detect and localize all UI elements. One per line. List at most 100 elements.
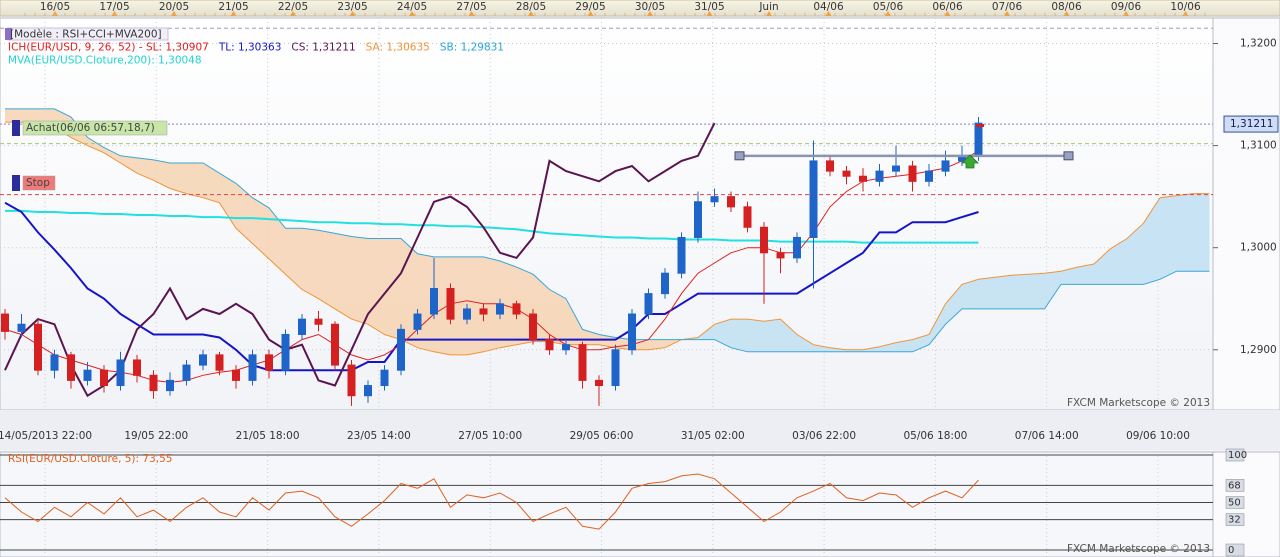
header-date: 06/06 (932, 1, 963, 13)
cloud-segment (318, 230, 335, 309)
cloud-segment (1176, 193, 1193, 272)
cloud-segment (516, 267, 533, 345)
cloud-segment (929, 303, 946, 345)
header-date: 08/06 (1051, 1, 1082, 13)
candle-body (149, 374, 158, 392)
line (5, 108, 1210, 353)
line (5, 209, 979, 244)
candle-body (215, 354, 224, 371)
cloud-segment (1143, 197, 1160, 285)
legend-entry: MVA(EUR/USD.Cloture,200): 1,30048 (8, 55, 202, 67)
cloud-segment (879, 342, 896, 352)
y-tick-label: 1,3200 (1240, 38, 1277, 50)
candle-body (842, 170, 851, 177)
candle-body (100, 369, 108, 386)
header-tick (944, 11, 951, 16)
cloud-segment (995, 275, 1012, 309)
candle-body (83, 369, 92, 381)
cloud-segment (219, 173, 236, 229)
x-tick-label: 19/05 22:00 (124, 430, 188, 442)
cloud-segment (978, 277, 995, 309)
header-date: 30/05 (635, 1, 665, 13)
candle-body (710, 196, 719, 203)
header-tick (825, 11, 832, 16)
candle-body (595, 379, 603, 387)
candle-body (908, 165, 917, 182)
legend-entry: ICH(EUR/USD, 9, 26, 52) - SL: 1,30907 (8, 42, 209, 54)
cloud-segment (1028, 273, 1045, 309)
cloud-segment (1061, 267, 1078, 285)
cloud-segment (467, 256, 484, 355)
candle-body (479, 308, 488, 315)
cloud-segment (203, 162, 220, 203)
header-date: 28/05 (516, 1, 546, 13)
candle-body (232, 369, 240, 381)
cloud-segment (269, 207, 286, 275)
watermark: FXCM Marketscope © 2013 (1067, 543, 1210, 555)
price-marker (976, 124, 984, 127)
header-date: 31/05 (694, 1, 724, 13)
candle-body (463, 308, 471, 320)
candle-body (50, 354, 59, 371)
annotation-marker (12, 175, 20, 191)
model-label: [Modèle : RSI+CCI+MVA200] (10, 29, 162, 41)
buy-arrow (961, 154, 979, 169)
x-tick-label: 31/05 02:00 (681, 430, 745, 442)
annotation-marker (12, 120, 20, 136)
cloud-segment (764, 319, 781, 352)
cloud-segment (582, 329, 599, 345)
x-tick-label: 29/05 06:00 (570, 430, 634, 442)
x-tick-label: 05/06 18:00 (903, 430, 967, 442)
rsi-panel (0, 451, 1214, 557)
candle-body (133, 359, 141, 376)
header-date: 04/06 (813, 1, 844, 13)
candle-body (892, 165, 900, 172)
price-axis (1212, 17, 1280, 411)
header-date: 22/05 (278, 1, 308, 13)
header-tick (647, 11, 653, 16)
candle-body (413, 313, 422, 330)
header-date: 09/06 (1111, 1, 1142, 13)
cloud-segment (566, 298, 583, 345)
candle-body (248, 354, 257, 381)
model-marker (5, 28, 12, 40)
legend-entry: TL: 1,30363 (218, 42, 282, 54)
candle-body (446, 288, 455, 320)
candle-body (727, 196, 735, 208)
header-tick (587, 11, 594, 16)
annotation-box (22, 175, 56, 191)
candle-body (941, 160, 950, 172)
cloud-segment (104, 147, 121, 163)
candle-body (661, 272, 669, 295)
candle-body (677, 236, 686, 274)
cloud-segment (648, 339, 665, 350)
candle-body (364, 385, 372, 397)
header-tick (468, 11, 475, 16)
x-tick-label: 23/05 14:00 (347, 430, 411, 442)
candle-body (298, 318, 306, 335)
candle-body (281, 333, 290, 371)
candle-body (562, 344, 570, 351)
y-tick-box (1225, 543, 1245, 557)
cloud-segment (335, 233, 352, 320)
cloud-segment (170, 162, 187, 194)
cloud-segment (813, 344, 830, 352)
cloud-segment (384, 238, 401, 340)
cloud-segment (1077, 264, 1094, 285)
candle-body (578, 344, 587, 381)
candle-body (380, 369, 389, 386)
candle-body (826, 160, 834, 172)
cloud-segment (1110, 238, 1127, 285)
candle-body (166, 379, 174, 392)
header-tick (766, 11, 772, 16)
cloud-segment (450, 256, 467, 355)
cloud-segment (5, 108, 22, 123)
header-tick (528, 11, 534, 16)
cloud-segment (1127, 223, 1144, 285)
header-date: 27/05 (456, 1, 486, 13)
annotation-label: Achat(06/06 06:57,18,7) (26, 122, 155, 134)
header-tick (706, 11, 713, 16)
y-tick-box (1225, 513, 1245, 526)
candle-body (512, 303, 521, 315)
cloud-segment (945, 284, 962, 325)
